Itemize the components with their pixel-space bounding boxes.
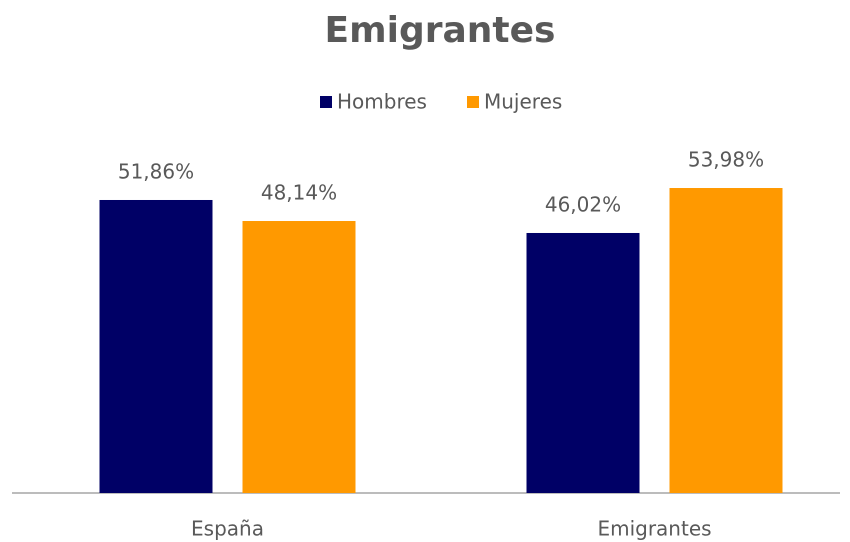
legend-swatch	[467, 96, 479, 108]
legend-label: Hombres	[337, 90, 427, 114]
data-label: 53,98%	[688, 148, 764, 172]
x-tick-label: España	[191, 517, 264, 541]
chart-title: Emigrantes	[325, 10, 556, 51]
data-label: 51,86%	[118, 159, 194, 183]
legend-swatch	[320, 96, 332, 108]
bar	[669, 188, 783, 493]
legend-label: Mujeres	[484, 90, 562, 114]
data-label: 48,14%	[261, 181, 337, 205]
x-tick-label: Emigrantes	[597, 517, 711, 541]
bar	[242, 221, 356, 493]
data-label: 46,02%	[545, 192, 621, 216]
bar	[526, 232, 640, 493]
bar	[99, 199, 213, 493]
